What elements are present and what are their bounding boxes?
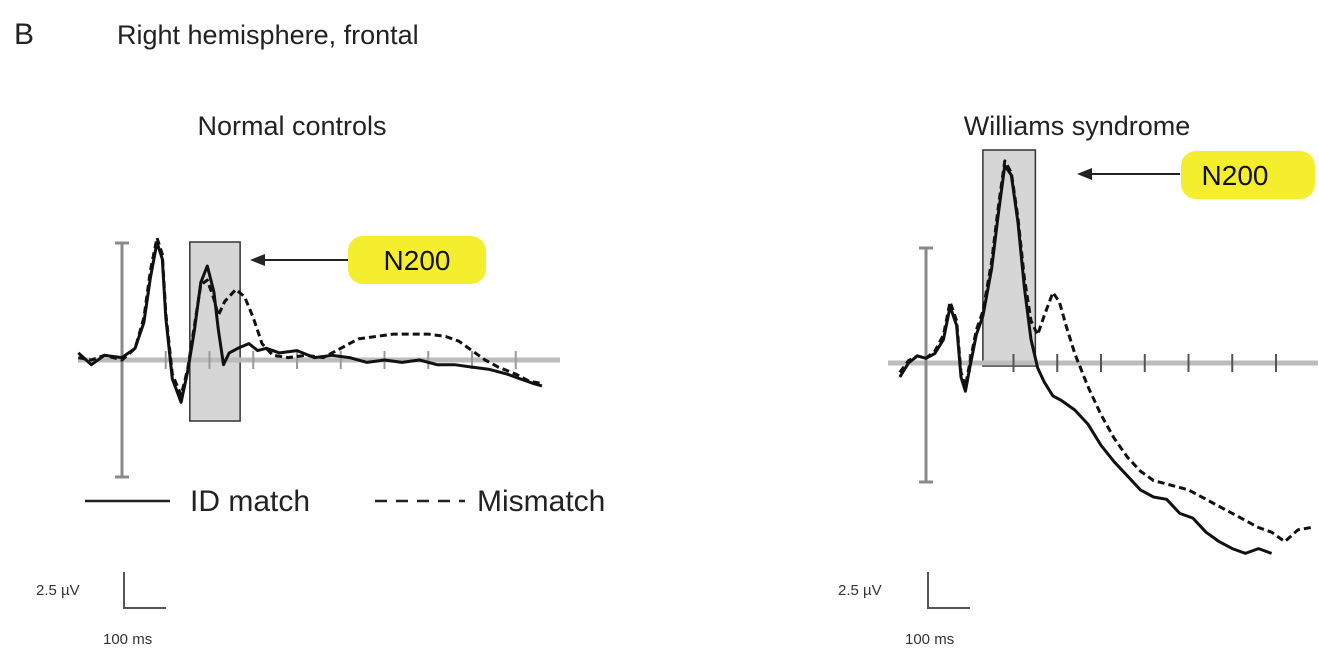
series-group — [898, 159, 1312, 555]
scale-voltage-label: 2.5 µV — [838, 582, 882, 599]
axes — [78, 241, 560, 479]
n200-tag-label: N200 — [1202, 160, 1269, 191]
series-line-mismatch — [78, 236, 543, 397]
scale-bar: 2.5 µV 100 ms — [36, 572, 166, 648]
panel-letter: B — [14, 18, 34, 51]
panel-title: Normal controls — [197, 111, 386, 141]
scale-time-label: 100 ms — [905, 631, 954, 648]
legend-solid-label: ID match — [190, 485, 310, 518]
n200-window — [982, 149, 1037, 367]
scale-bar: 2.5 µV 100 ms — [838, 572, 970, 648]
n200-tag-label: N200 — [384, 245, 451, 276]
series-line-mismatch — [898, 159, 1312, 544]
panel-williams-syndrome: Williams syndrome N200 2.5 µV 100 ms — [838, 111, 1318, 648]
scale-voltage-label: 2.5 µV — [36, 582, 80, 599]
callout-arrowhead — [1077, 168, 1092, 180]
scale-bar-lines — [123, 572, 166, 609]
panel-normal-controls: Normal controls N200 ID match Mismatch 2… — [36, 111, 605, 648]
panel-title: Williams syndrome — [964, 111, 1191, 141]
scale-time-label: 100 ms — [103, 631, 152, 648]
series-group — [77, 236, 543, 404]
n200-tag — [1181, 151, 1315, 199]
figure-heading: Right hemisphere, frontal — [117, 20, 419, 50]
legend: ID match Mismatch — [85, 485, 605, 518]
legend-dashed-label: Mismatch — [477, 485, 605, 518]
series-line-id-match — [898, 164, 1273, 555]
n200-tag — [348, 236, 486, 284]
callout-arrowhead — [250, 254, 265, 266]
n200-callout: N200 — [1077, 151, 1315, 199]
n200-callout: N200 — [250, 236, 486, 284]
n200-window — [189, 241, 241, 422]
scale-bar-lines — [927, 572, 970, 609]
